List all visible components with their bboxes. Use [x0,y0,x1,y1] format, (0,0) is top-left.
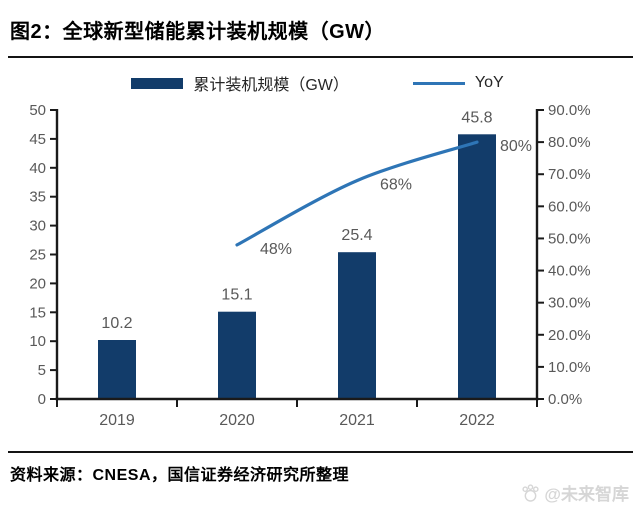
line-series-swatch [412,81,465,85]
bar-2021 [338,252,376,399]
paw-icon [522,483,540,502]
right-axis-tick-label: 10.0% [548,359,591,376]
right-axis-tick-label: 20.0% [548,327,591,344]
left-axis-tick-label: 45 [29,131,46,148]
x-axis-label-2019: 2019 [99,412,135,429]
bar-value-label: 15.1 [221,287,252,304]
bar-2022 [458,134,496,400]
bar-2020 [218,311,256,399]
left-axis-tick-label: 50 [29,102,46,119]
yoy-line [235,140,479,247]
bar-value-label: 25.4 [341,227,372,244]
x-axis-label-2020: 2020 [219,412,255,429]
right-axis-tick-label: 80.0% [548,134,591,151]
legend-item-yoy: YoY [412,74,504,92]
bar-2019 [98,340,136,399]
x-axis-label-2021: 2021 [339,412,375,429]
legend-item-capacity: 累计装机规模（GW） [131,71,349,95]
left-axis-tick-label: 35 [29,189,46,206]
yoy-value-label: 48% [260,241,292,258]
right-axis-tick-label: 40.0% [548,263,591,280]
bar-value-label: 45.8 [461,109,492,126]
bar-series-swatch [131,77,184,89]
right-axis-tick-label: 60.0% [548,198,591,215]
x-axis-label-2022: 2022 [459,412,495,429]
right-axis-tick-label: 70.0% [548,166,591,183]
title-divider [8,56,633,58]
left-axis-tick-label: 5 [38,362,46,379]
watermark-text: @未来智库 [544,485,629,504]
yoy-value-label: 80% [500,138,532,155]
bar-value-label: 10.2 [101,315,132,332]
left-axis-tick-label: 15 [29,304,46,321]
left-axis-tick-label: 10 [29,333,46,350]
yoy-value-label: 68% [380,177,412,194]
left-axis-tick-label: 30 [29,218,46,235]
left-axis-tick-label: 0 [38,391,46,408]
source-note: 资料来源：CNESA，国信证券经济研究所整理 [10,467,350,484]
source-divider [8,451,633,453]
left-axis-tick-label: 40 [29,160,46,177]
legend-capacity-label: 累计装机规模（GW） [193,77,349,94]
left-axis-tick-label: 20 [29,275,46,292]
chart-legend: 累计装机规模（GW） YoY [0,71,635,95]
left-axis-tick-label: 25 [29,247,46,264]
legend-yoy-label: YoY [474,74,504,91]
right-axis-tick-label: 90.0% [548,102,591,119]
watermark: @未来智库 [521,480,629,505]
figure-title: 图2：全球新型储能累计装机规模（GW） [10,21,386,43]
right-axis-tick-label: 50.0% [548,230,591,247]
right-axis-tick-label: 30.0% [548,295,591,312]
right-axis-tick-label: 0.0% [548,391,582,408]
